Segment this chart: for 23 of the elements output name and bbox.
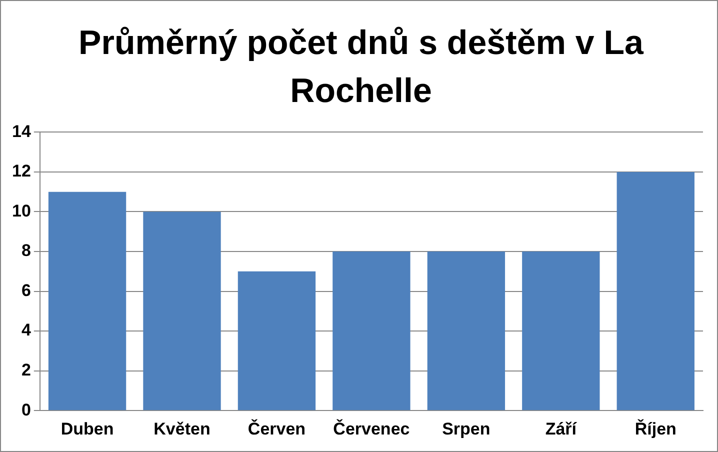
bar: [238, 271, 316, 410]
chart-title: Průměrný počet dnů s deštěm v La Rochelle: [78, 23, 645, 112]
bar: [48, 192, 126, 410]
bar: [143, 212, 221, 410]
y-tick-label: 8: [21, 241, 31, 260]
y-tick-label: 14: [12, 122, 32, 141]
y-tick-label: 6: [21, 280, 31, 300]
y-tick-label: 4: [21, 320, 32, 340]
bar: [616, 172, 694, 410]
bar: [522, 252, 600, 410]
x-tick-label: Říjen: [634, 418, 676, 438]
x-tick-label: Květen: [154, 419, 210, 438]
y-tick-label: 0: [21, 400, 31, 420]
y-tick-label: 12: [12, 162, 31, 181]
bar: [427, 252, 506, 410]
y-tick-label: 2: [21, 360, 31, 380]
x-tick-label: Červen: [248, 418, 306, 438]
x-tick-label: Srpen: [442, 419, 490, 438]
x-tick-label: Červenec: [333, 418, 410, 438]
x-tick-label: Duben: [60, 419, 114, 438]
x-tick-label: Září: [545, 419, 578, 438]
bar: [332, 252, 410, 410]
y-tick-label: 10: [12, 201, 31, 220]
